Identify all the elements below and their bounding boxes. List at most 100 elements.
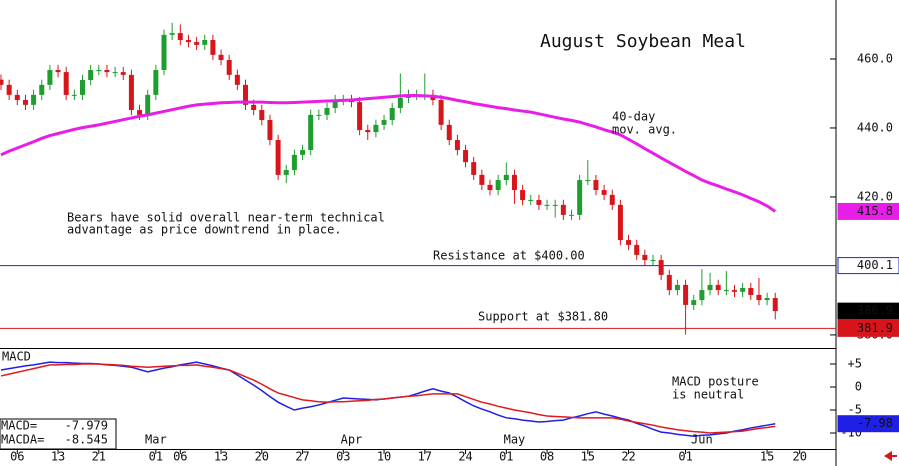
chart-title: August Soybean Meal	[540, 31, 746, 52]
y-tick-label: 0	[855, 379, 862, 393]
candle-body	[658, 260, 664, 275]
x-tick-label: 13	[214, 450, 228, 464]
candle-body	[324, 107, 330, 115]
candle-body	[104, 70, 110, 73]
candle-body	[373, 124, 379, 133]
macd-last-value-box	[837, 415, 899, 433]
annotation: advantage as price downtrend in place.	[67, 223, 342, 237]
candle-body	[495, 180, 501, 191]
candle-body	[153, 70, 159, 95]
candle-body	[569, 214, 574, 216]
candle-body	[267, 120, 273, 141]
candle-body	[691, 300, 697, 305]
candle-body	[699, 290, 705, 301]
month-label: Mar	[145, 433, 167, 447]
panel-title: MACD	[2, 350, 31, 364]
candle-body	[389, 107, 395, 121]
candle-body	[479, 174, 485, 185]
candle-body	[194, 42, 200, 45]
candle-body	[234, 74, 240, 85]
x-tick-label: 17	[418, 450, 432, 464]
x-tick-label: 13	[51, 450, 65, 464]
candle-body	[520, 190, 526, 201]
x-tick-label: 27	[295, 450, 309, 464]
candle-body	[120, 72, 126, 75]
candle-body	[642, 254, 648, 261]
candle-body	[381, 120, 387, 125]
candle-body	[47, 70, 53, 85]
candle-body	[471, 162, 477, 175]
month-label: May	[504, 433, 526, 447]
candle-body	[145, 94, 151, 115]
x-tick-label: 20	[792, 450, 806, 464]
candle-body	[560, 204, 566, 215]
candle-body	[275, 140, 281, 175]
x-tick-label: 06	[173, 450, 187, 464]
candle-body	[291, 154, 297, 171]
candle-body	[601, 190, 607, 195]
candle-body	[177, 33, 183, 41]
candle-body	[707, 284, 713, 291]
series-label: mov. avg.	[612, 123, 677, 137]
candle-body	[71, 94, 77, 96]
candle-body	[251, 104, 257, 111]
readout-value: -8.545	[65, 433, 108, 447]
candle-body	[446, 124, 452, 141]
line-series	[0, 363, 776, 434]
candle-body	[674, 284, 680, 291]
scroll-arrow[interactable]	[884, 451, 892, 461]
resistance-value: 400.1	[857, 258, 893, 272]
candle-body	[626, 240, 632, 245]
readout-value: -7.979	[65, 419, 108, 433]
candle-body	[715, 284, 721, 291]
candle-body	[308, 114, 314, 151]
candle-body	[732, 290, 737, 292]
candle-body	[438, 100, 444, 125]
candle-body	[756, 294, 762, 301]
candle-body	[283, 170, 289, 175]
candle-body	[210, 40, 216, 55]
ma-last-value-box	[837, 202, 899, 220]
candle-body	[55, 70, 61, 73]
candle-body	[137, 110, 143, 115]
x-tick-label: 20	[255, 450, 269, 464]
candle-body	[316, 114, 322, 116]
candle-body	[128, 74, 134, 111]
ma-last-value: 415.8	[857, 204, 893, 218]
candle-body	[80, 80, 85, 95]
candle-body	[31, 94, 37, 105]
candle-body	[552, 204, 558, 206]
candle-body	[169, 33, 175, 35]
line-series	[0, 94, 777, 213]
candle-body	[487, 184, 493, 191]
candle-body	[365, 130, 371, 133]
x-tick-label: 08	[540, 450, 554, 464]
candle-body	[397, 97, 403, 108]
x-tick-label: 22	[621, 450, 635, 464]
month-label: Apr	[341, 433, 363, 447]
annotation: MACD posture	[672, 375, 759, 389]
candle-body	[683, 284, 689, 305]
macd-last-value: -7.98	[857, 416, 893, 430]
candle-body	[634, 244, 640, 255]
support-value-box	[837, 319, 899, 337]
candle-body	[226, 60, 232, 75]
candle-body	[218, 54, 224, 61]
month-label: Jun	[691, 433, 713, 447]
y-tick-label: 420.0	[857, 189, 893, 203]
candle-body	[6, 84, 12, 95]
y-tick-label: +5	[848, 356, 862, 370]
x-tick-label: 21	[92, 450, 106, 464]
candle-body	[332, 100, 338, 108]
candle-body	[772, 298, 778, 312]
readout-name: MACDA=	[1, 433, 44, 447]
candle-body	[511, 174, 517, 191]
y-tick-label: 460.0	[857, 51, 893, 65]
annotation: Bears have solid overall near-term techn…	[67, 211, 385, 225]
candle-body	[112, 72, 118, 74]
series-label: 40-day	[612, 110, 655, 124]
reference-label: Support at $381.80	[478, 310, 608, 324]
